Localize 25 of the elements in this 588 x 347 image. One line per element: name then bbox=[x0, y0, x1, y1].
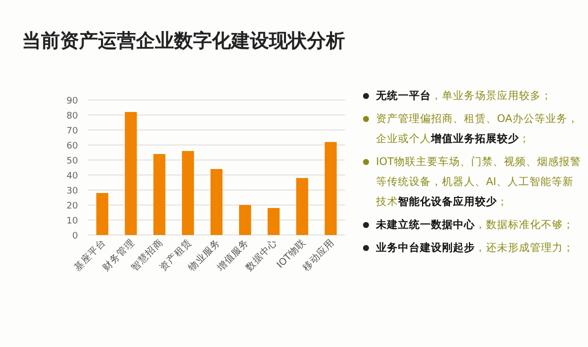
text: IOT物联主要车场、门禁、视频、烟感报警等传统设备，机器人、AI、人工智能等新技术智能化设备应用较少； bbox=[376, 156, 581, 208]
y-tick-label: 90 bbox=[66, 96, 78, 106]
y-tick-label: 20 bbox=[66, 202, 78, 212]
bar bbox=[96, 193, 108, 235]
bar bbox=[324, 142, 337, 235]
y-tick-label: 0 bbox=[72, 232, 78, 242]
bar bbox=[153, 154, 166, 235]
bar bbox=[124, 112, 137, 235]
bar bbox=[268, 208, 280, 235]
text: 资产管理偏招商、租赁、OA办公等业务，企业或个人增值业务拓展较少； bbox=[376, 113, 578, 145]
chart-title: 当前资产运营企业数字化建设现状分析 bbox=[22, 29, 345, 54]
y-tick-label: 70 bbox=[66, 126, 78, 136]
y-tick-label: 10 bbox=[66, 216, 78, 226]
y-tick-label: 30 bbox=[66, 186, 78, 196]
y-tick-label: 80 bbox=[66, 112, 78, 122]
y-tick-label: 60 bbox=[66, 142, 78, 152]
text: 未建立统一数据中心，数据标准化不够； bbox=[376, 219, 574, 231]
bar bbox=[239, 205, 252, 235]
bar bbox=[296, 178, 308, 235]
y-tick-label: 50 bbox=[66, 156, 78, 166]
text: 业务中台建设刚起步，还未形成管理力； bbox=[376, 242, 574, 254]
text: 无统一平台，单业务场景应用较多； bbox=[376, 90, 552, 102]
y-tick-label: 40 bbox=[66, 172, 78, 182]
bar bbox=[182, 151, 194, 235]
bar bbox=[210, 169, 222, 235]
